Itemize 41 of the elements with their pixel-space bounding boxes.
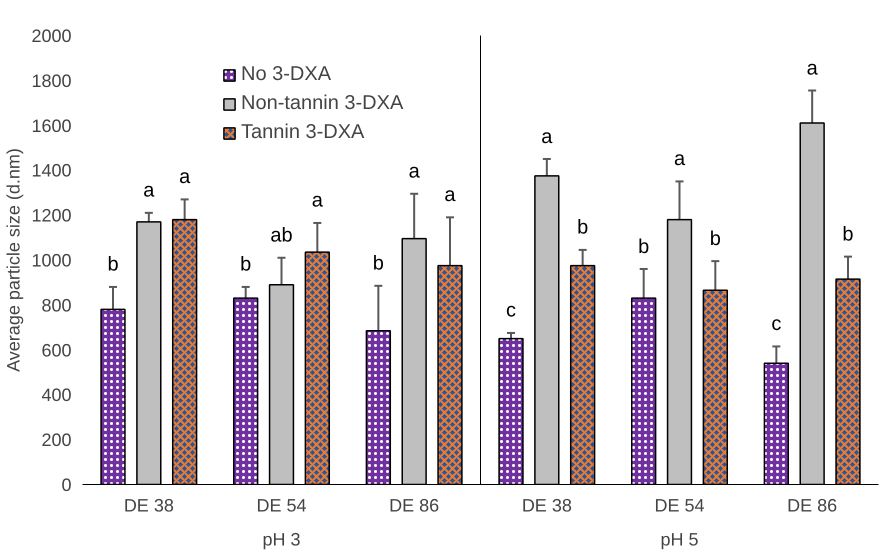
data-label: b — [107, 254, 119, 276]
data-label: a — [179, 166, 192, 188]
data-label: a — [541, 126, 554, 148]
y-tick-label: 2000 — [31, 26, 72, 46]
data-label: c — [771, 313, 782, 336]
data-label: a — [674, 148, 686, 170]
y-tick-label: 800 — [41, 295, 72, 316]
data-label: ab — [270, 224, 293, 247]
y-tick-label: 400 — [41, 385, 72, 406]
data-label: b — [240, 254, 252, 276]
text: pH 5 — [660, 530, 699, 550]
data-label: a — [312, 190, 324, 212]
x-tick-label: DE 54 — [256, 496, 307, 516]
data-label: b — [638, 236, 650, 258]
x-tick-label: DE 86 — [389, 496, 440, 516]
legend-label: Tannin 3-DXA — [241, 121, 364, 144]
x-tick-label: DE 86 — [787, 496, 838, 516]
x-tick-label: DE 38 — [124, 496, 174, 516]
data-label: a — [806, 57, 819, 80]
y-axis-title: Average particle size (d.nm) — [3, 148, 24, 372]
x-tick-label: DE 54 — [654, 496, 705, 516]
data-label: b — [372, 252, 384, 275]
y-tick-label: 1400 — [31, 160, 72, 181]
legend-label: No 3-DXA — [241, 63, 332, 86]
data-label: a — [143, 180, 156, 202]
y-tick-label: 1600 — [31, 116, 72, 136]
data-label: b — [577, 216, 588, 239]
data-label: c — [506, 300, 516, 322]
data-label: a — [408, 160, 421, 183]
legend-label: Non-tannin 3-DXA — [241, 92, 404, 115]
data-label: b — [842, 223, 854, 246]
x-tick-label: DE 38 — [522, 496, 572, 516]
y-tick-label: 1800 — [31, 70, 72, 91]
y-tick-label: 0 — [61, 475, 72, 495]
text: pH 3 — [262, 530, 301, 550]
y-tick-label: 600 — [41, 340, 72, 360]
data-label: a — [444, 184, 456, 206]
y-tick-label: 200 — [41, 430, 72, 450]
data-label: b — [710, 228, 721, 250]
y-tick-label: 1200 — [31, 206, 72, 226]
y-tick-label: 1000 — [31, 250, 72, 270]
